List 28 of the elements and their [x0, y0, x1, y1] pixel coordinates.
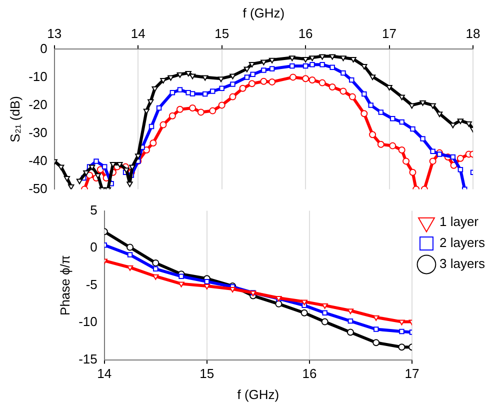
x-tick-label: 15 — [214, 26, 230, 41]
x-tick-label: 17 — [404, 366, 420, 382]
x-tick-label: 14 — [130, 26, 146, 41]
y-axis-title: S₂₁ (dB) — [7, 96, 22, 142]
legend-label: 3 layers — [439, 256, 486, 272]
legend-label: 1 layer — [439, 214, 480, 230]
y-tick-label: -10 — [28, 68, 48, 84]
y-axis-title: Phase ϕ/π — [57, 255, 72, 316]
x-tick-label: 18 — [466, 26, 480, 41]
x-tick-label: 16 — [302, 366, 317, 382]
x-axis-title: f (GHz) — [237, 386, 280, 402]
y-tick-label: -40 — [28, 152, 48, 168]
y-tick-label: -50 — [28, 180, 48, 196]
y-tick-label: -20 — [28, 96, 48, 112]
x-tick-label: 15 — [200, 366, 214, 382]
x-tick-label: 14 — [97, 366, 112, 382]
y-tick-label: 0 — [40, 40, 48, 56]
x-tick-label: 16 — [298, 26, 313, 41]
x-axis-title: f (GHz) — [242, 5, 285, 20]
x-tick-label: 13 — [47, 26, 62, 41]
x-tick-label: 17 — [382, 26, 397, 41]
y-tick-label: -10 — [78, 314, 98, 330]
y-tick-label: -30 — [28, 124, 48, 140]
y-tick-label: -15 — [78, 351, 98, 366]
y-tick-label: 5 — [90, 202, 98, 218]
y-tick-label: -5 — [86, 276, 98, 292]
legend-label: 2 layers — [439, 235, 486, 250]
y-tick-label: 0 — [90, 240, 98, 255]
